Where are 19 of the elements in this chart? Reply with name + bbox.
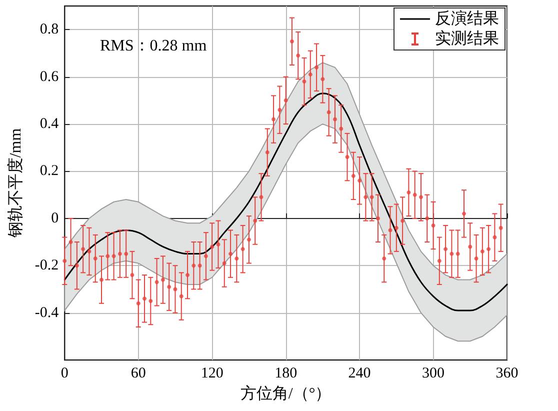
x-tick-label: 180	[274, 366, 298, 382]
legend-label: 反演结果	[435, 10, 499, 28]
y-axis-title: 钢轨不平度/mm	[6, 128, 24, 239]
y-tick-label: 0.4	[40, 116, 60, 132]
y-tick-label: 0.6	[40, 68, 60, 85]
x-tick-label: 240	[348, 366, 371, 382]
x-tick-label: 120	[200, 366, 224, 382]
x-tick-label: 60	[130, 366, 146, 382]
y-tick-label: 0.2	[40, 163, 59, 180]
x-axis-title: 方位角/（°）	[240, 384, 332, 402]
annotation: RMS：0.28 mm	[100, 38, 208, 54]
x-tick-label: 300	[422, 366, 445, 382]
y-tick-label: 0.8	[40, 22, 59, 38]
y-tick-label: -0.2	[34, 258, 59, 274]
y-tick-label: -0.4	[34, 304, 60, 321]
y-tick-label: 0	[51, 210, 59, 226]
line-series	[64, 92, 508, 312]
x-tick-label: 360	[496, 366, 518, 382]
legend-label: 实测结果	[435, 30, 499, 48]
